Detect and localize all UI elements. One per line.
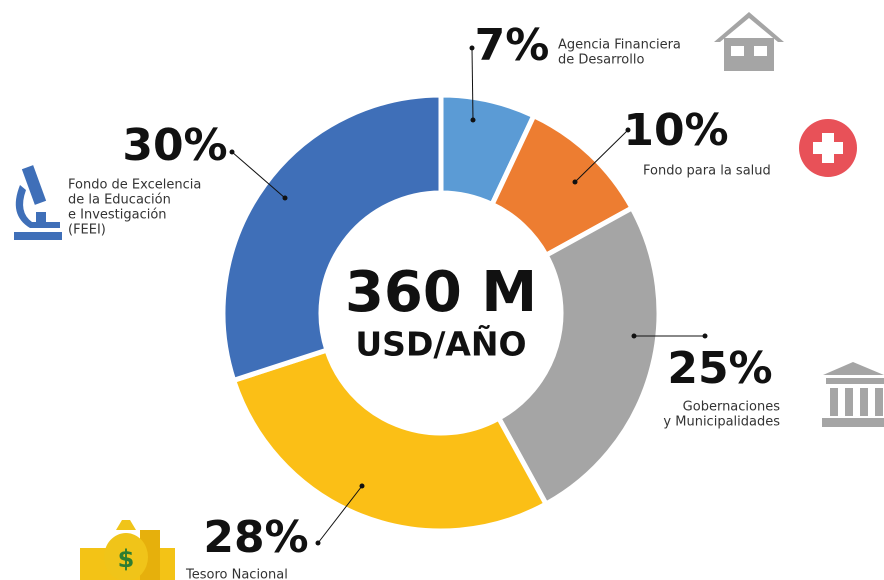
- category-label: Gobernaciones: [683, 400, 781, 415]
- value-label: 10%: [623, 105, 728, 156]
- svg-text:$: $: [118, 545, 135, 573]
- leader-dot: [572, 179, 578, 185]
- donut-slice: [495, 204, 662, 508]
- icon-house: [714, 12, 784, 71]
- icon-bank: [822, 362, 884, 427]
- icon-money: $: [80, 520, 175, 580]
- leader-dot: [359, 483, 365, 489]
- value-label: 28%: [203, 512, 308, 563]
- category-label: Fondo de Excelencia: [68, 178, 201, 193]
- icon-health: [799, 119, 857, 177]
- category-label: de Desarrollo: [558, 53, 644, 68]
- category-label: Tesoro Nacional: [185, 568, 288, 580]
- center-title: 360 M: [345, 260, 537, 325]
- leader-dot: [625, 127, 631, 133]
- value-label: 7%: [475, 20, 550, 71]
- value-label: 25%: [667, 343, 772, 394]
- leader-dot: [702, 333, 708, 339]
- leader-line: [574, 129, 629, 183]
- value-label: 30%: [122, 120, 227, 171]
- leader-dot: [631, 333, 637, 339]
- category-label: Fondo para la salud: [643, 164, 771, 179]
- category-label: e Investigación: [68, 208, 167, 223]
- category-label: Agencia Financiera: [558, 38, 681, 53]
- leader-dot: [469, 45, 475, 51]
- leader-line: [317, 485, 363, 544]
- donut-slice: [230, 346, 550, 534]
- category-label: de la Educación: [68, 193, 171, 208]
- leader-dot: [282, 195, 288, 201]
- leader-dot: [315, 540, 321, 546]
- center-subtitle: USD/AÑO: [355, 324, 526, 364]
- leader-line: [471, 47, 474, 121]
- leader-dot: [229, 149, 235, 155]
- leader-dot: [470, 117, 476, 123]
- leader-line: [231, 151, 286, 199]
- donut-slice: [220, 92, 444, 384]
- category-label: (FEEI): [68, 223, 106, 238]
- icon-microscope: [14, 165, 62, 240]
- category-label: y Municipalidades: [663, 415, 780, 430]
